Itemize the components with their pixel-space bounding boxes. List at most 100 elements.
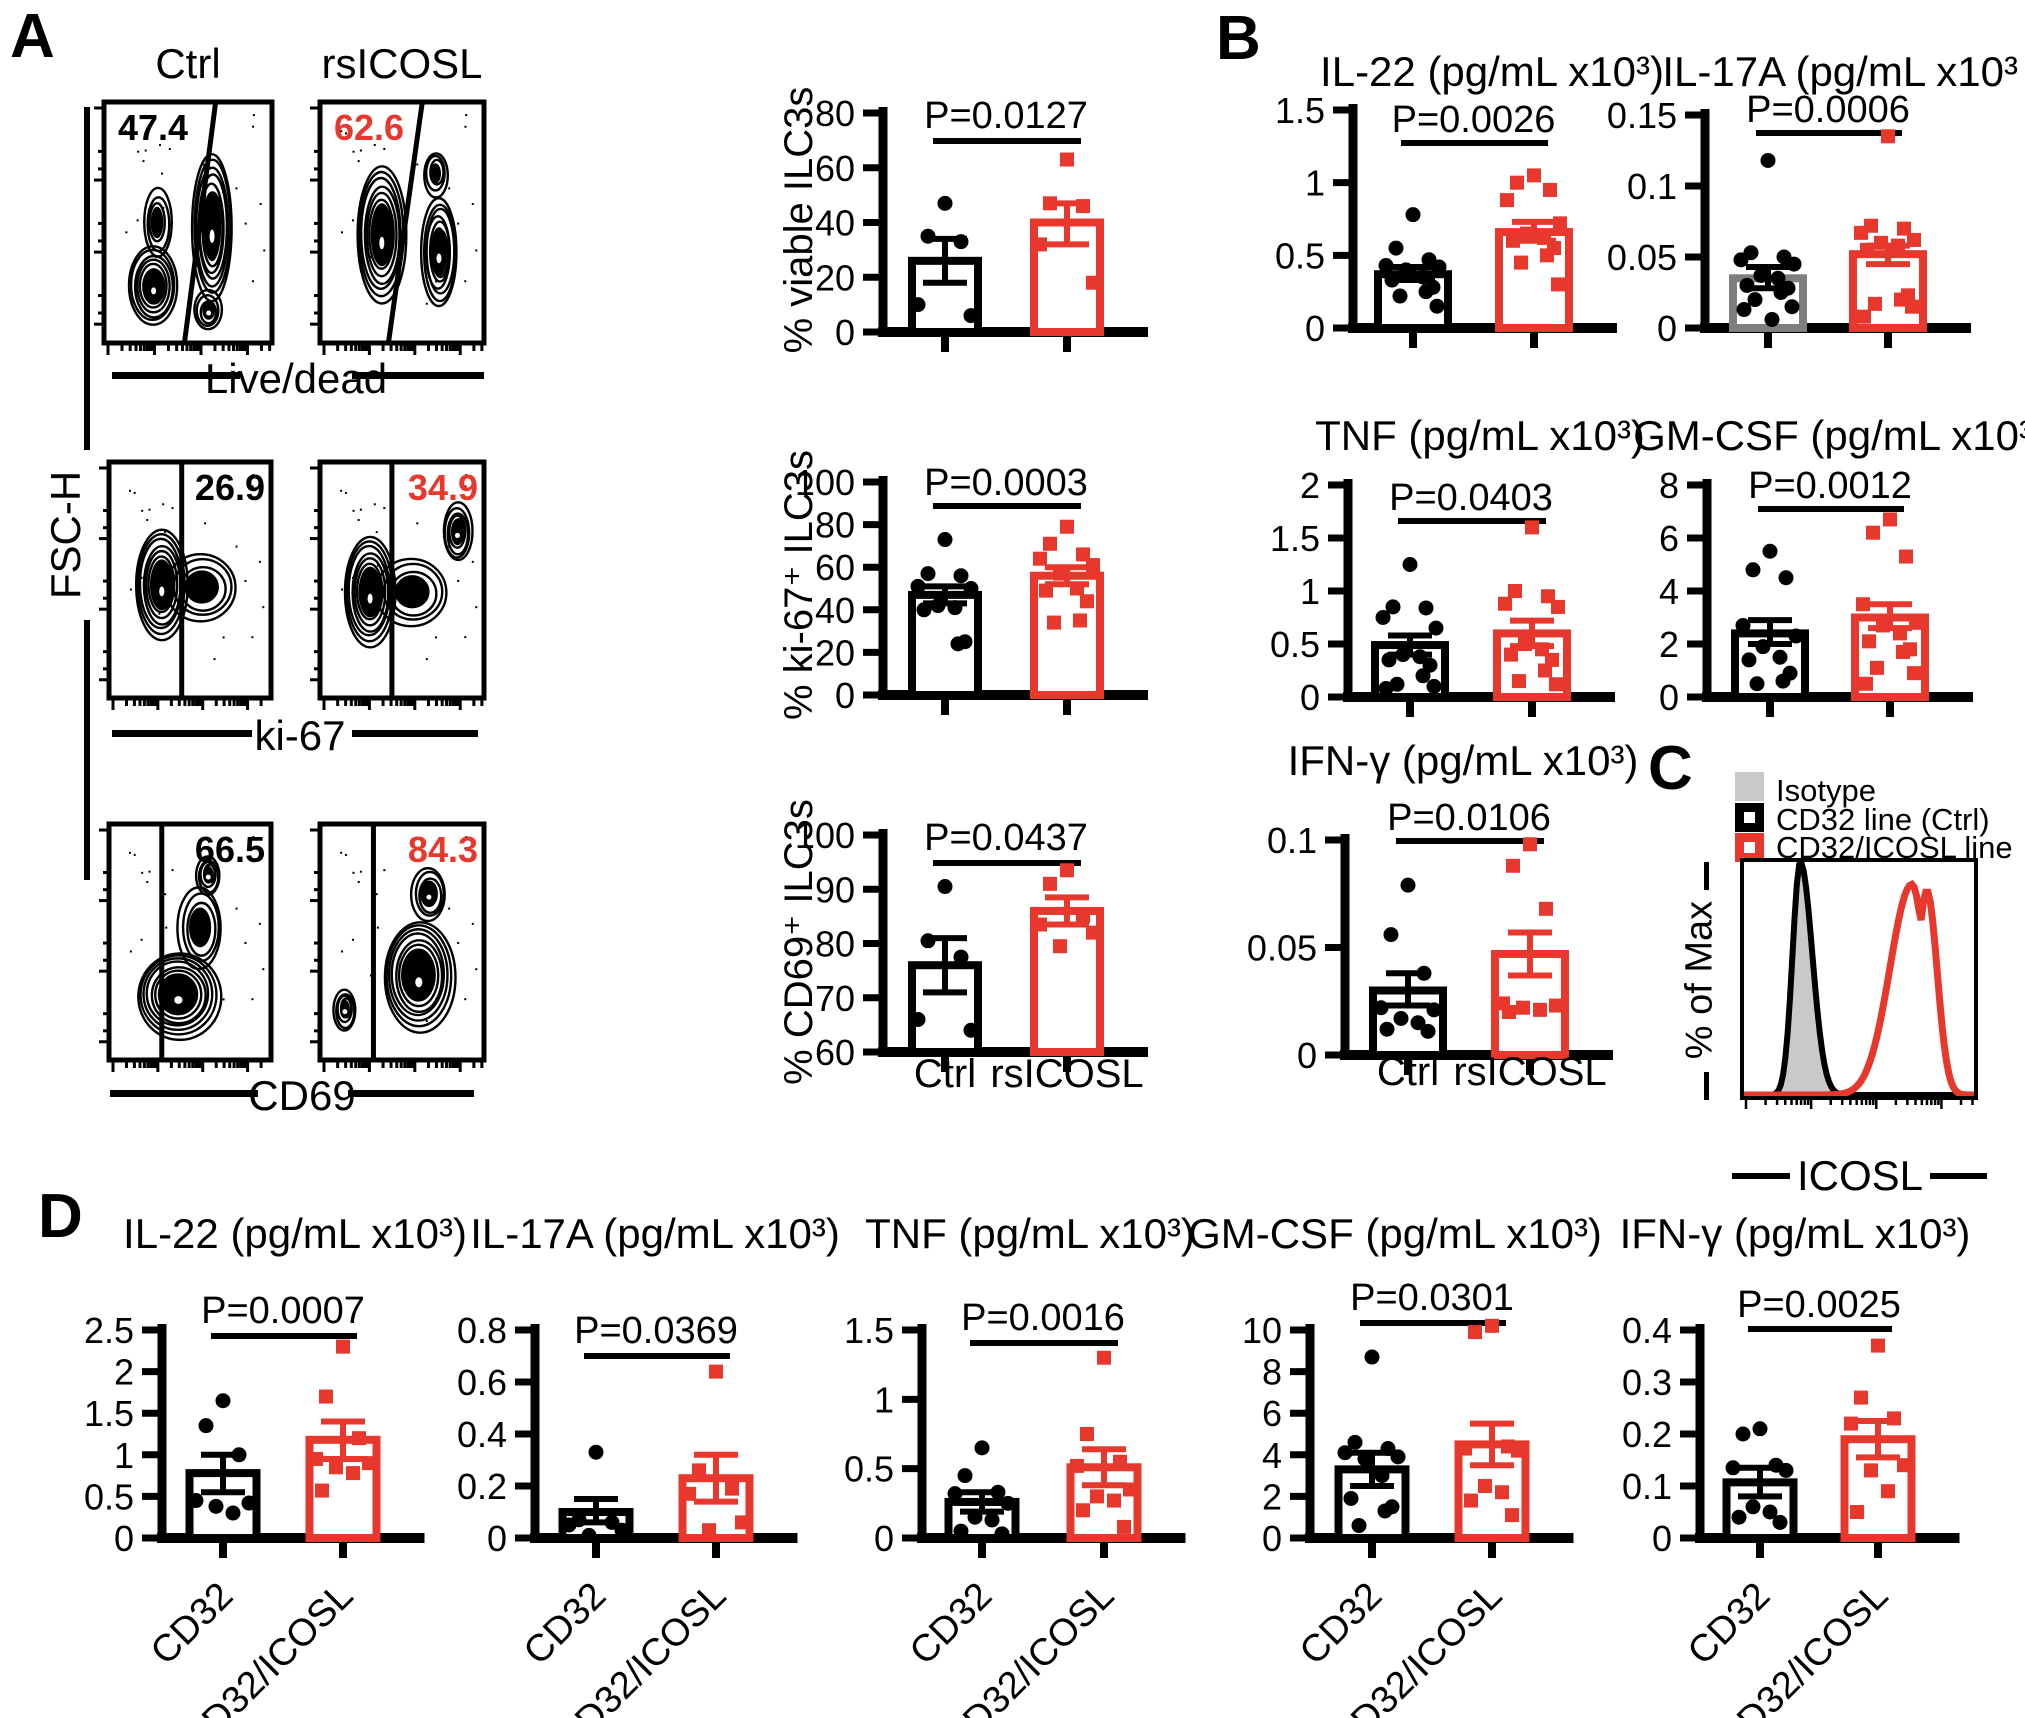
data-point (1533, 1002, 1547, 1017)
y-tick-label: 0 (1300, 677, 1320, 718)
gate-value: 26.9 (194, 467, 265, 508)
y-tick-label: 0.4 (1622, 1310, 1672, 1351)
data-point (352, 1431, 366, 1446)
contour-blob (423, 152, 449, 199)
data-point (963, 581, 979, 596)
data-point (1357, 1451, 1373, 1467)
data-point (1502, 1005, 1516, 1019)
data-point (990, 1484, 1006, 1500)
axis-line (110, 1090, 258, 1097)
data-point (1854, 1390, 1868, 1405)
data-point (1405, 207, 1421, 223)
data-point (614, 1522, 630, 1538)
gate-line (386, 102, 425, 343)
data-point (1864, 1463, 1878, 1478)
x-category-label: CD32 (516, 1575, 614, 1673)
data-point (967, 1509, 983, 1525)
points-CD32 (1337, 1349, 1406, 1534)
scatter-specks (340, 474, 478, 661)
histogram-frame (1740, 858, 1978, 1100)
data-point (1905, 299, 1919, 314)
points-CD32 (561, 1444, 630, 1543)
y-tick-label: 0.8 (457, 1310, 507, 1351)
axis-line (352, 372, 484, 379)
data-point (1086, 558, 1100, 573)
chart-title-gmcsf-b: GM-CSF (pg/mL x10³) (1633, 412, 2025, 459)
p-value-label: P=0.0437 (924, 817, 1088, 859)
data-point (1373, 1000, 1389, 1016)
y-tick-label: 0.5 (844, 1449, 894, 1490)
data-point (1516, 1000, 1530, 1015)
data-point (910, 297, 926, 313)
data-point (1429, 298, 1445, 314)
chart-title-il17a-b: IL-17A (pg/mL x10³ ) (1662, 48, 2025, 95)
data-point (1850, 1505, 1864, 1519)
points-CD32 (1725, 1421, 1794, 1530)
data-point (1535, 642, 1549, 657)
y-axis-label: % CD69⁺ ILC3s (777, 799, 821, 1085)
flow-col-title-rsicosl: rsICOSL (321, 40, 483, 87)
data-point (957, 1468, 973, 1484)
data-point (1388, 240, 1404, 256)
data-point (1772, 1514, 1788, 1530)
points-Ctrl (1735, 543, 1804, 692)
y-tick-label: 2 (1262, 1476, 1282, 1517)
y-tick-label: 80 (815, 505, 855, 546)
data-point (1378, 258, 1394, 274)
flow-xlabel-ki67: ki-67 (254, 712, 346, 759)
data-point (1778, 570, 1794, 586)
y-tick-label: 1.5 (844, 1310, 894, 1351)
points-rsICOSL (1854, 129, 1921, 324)
data-point (329, 1460, 343, 1475)
data-point (1784, 299, 1800, 315)
data-point (1076, 1503, 1090, 1518)
data-point (1725, 1460, 1741, 1476)
y-tick-label: 0.15 (1607, 95, 1677, 136)
p-value-label: P=0.0127 (924, 95, 1088, 137)
data-point (1412, 649, 1428, 665)
points-Ctrl (1375, 557, 1444, 697)
y-tick-label: 2 (1659, 624, 1679, 665)
data-point (1402, 557, 1418, 572)
hist-xlabel: ICOSL (1796, 1152, 1924, 1199)
y-tick-label: 80 (815, 93, 855, 134)
data-point (1385, 599, 1401, 615)
points-Ctrl (1378, 207, 1447, 314)
flow-plot-cd69-ctrl: 66.5 (99, 821, 274, 1072)
data-point (241, 1495, 257, 1511)
points-Ctrl (1373, 877, 1442, 1039)
y-tick-label: 0.1 (1267, 820, 1317, 861)
data-point (1468, 1325, 1482, 1340)
histogram-svg (1740, 858, 1978, 1109)
data-point (1500, 193, 1514, 208)
data-point (702, 1523, 716, 1538)
data-point (336, 1339, 350, 1354)
y-tick-label: 0.2 (1622, 1414, 1672, 1455)
data-point (1881, 1484, 1895, 1499)
legend-label-cd32: CD32 line (Ctrl) (1776, 802, 1990, 837)
data-point (1395, 647, 1411, 663)
points-rsICOSL (1856, 512, 1923, 691)
data-point (1883, 512, 1897, 527)
scatter-specks (129, 474, 265, 661)
data-point (1856, 597, 1870, 612)
data-point (1113, 1454, 1127, 1469)
data-point (1053, 566, 1067, 581)
data-point (692, 1463, 706, 1478)
data-point (1753, 267, 1769, 283)
data-point (1398, 262, 1414, 278)
data-point (1859, 676, 1873, 691)
data-point (1514, 255, 1528, 270)
data-point (1070, 1458, 1084, 1473)
y-tick-label: 100 (795, 462, 855, 503)
legend-swatch-cd32 (1735, 803, 1764, 832)
points-CD32/ICOSL (1458, 1318, 1525, 1523)
y-tick-label: 1.5 (1270, 518, 1320, 559)
data-point (1418, 600, 1434, 616)
panel-a-label: A (10, 2, 55, 71)
